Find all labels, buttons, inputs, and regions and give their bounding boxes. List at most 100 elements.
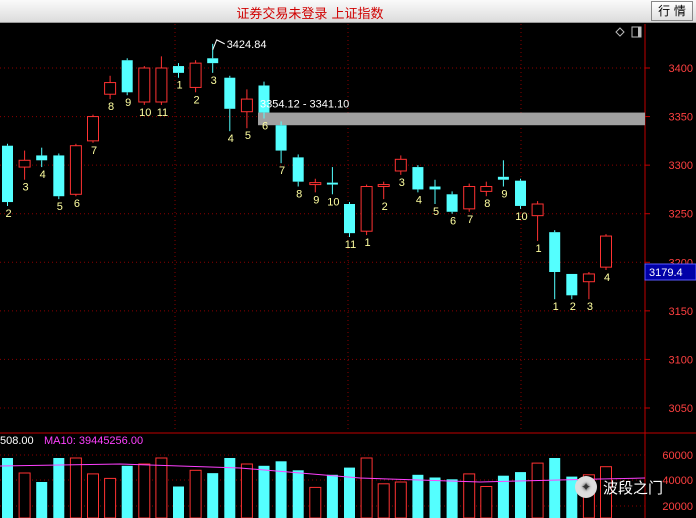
candle-down [275, 125, 287, 151]
candle-up [377, 184, 390, 188]
candle-count-label: 11 [157, 107, 168, 119]
candle-count-label: 9 [313, 194, 319, 206]
high-pointer [212, 39, 225, 51]
y-tick-label: 3350 [669, 112, 693, 124]
candle-up [189, 62, 202, 88]
candle-count-label: 1 [176, 80, 182, 92]
volume-bar-up [309, 486, 322, 518]
candle-up [69, 145, 82, 195]
candle-count-label: 10 [327, 196, 339, 208]
candle-up [360, 186, 373, 232]
candle-up [480, 186, 493, 192]
candle-up [309, 182, 322, 186]
watermark: ✦ 波段之门 [575, 474, 663, 500]
candle-up [582, 273, 595, 283]
volume-bar-down [53, 458, 65, 518]
candle-down [446, 194, 458, 212]
volume-bar-down [344, 467, 355, 518]
candle-count-label: 1 [536, 243, 542, 255]
candle-count-label: 4 [228, 133, 234, 145]
volume-bar-up [600, 466, 612, 518]
volume-bar-up [104, 477, 117, 518]
candle-count-label: 5 [433, 206, 439, 218]
volume-panel: 60000 40000 20000 [0, 450, 693, 518]
candle-up [104, 82, 117, 95]
chart-annotations: 3424.84 3354.12 - 3341.10 [212, 39, 349, 111]
volume-bar-up [18, 472, 31, 518]
volume-bar-down [515, 472, 526, 518]
volume-bar-up [189, 469, 202, 518]
volume-bar-down [412, 474, 424, 518]
volume-bar-down [326, 474, 338, 518]
current-price-label: 3179.4 [649, 267, 683, 279]
y-tick-label: 3300 [669, 160, 693, 172]
candle-count-label: 3 [399, 177, 405, 189]
candle-up [463, 186, 476, 210]
candle-count-label: 9 [501, 189, 507, 201]
candle-up [87, 116, 99, 142]
candle-count-label: 2 [194, 94, 200, 106]
candle-count-label: 11 [345, 239, 356, 251]
candle-down [207, 58, 219, 64]
quote-button[interactable]: 行 情 [651, 1, 693, 21]
y-tick-label: 3100 [669, 354, 693, 366]
candle-count-label: 9 [125, 97, 131, 109]
diamond-icon[interactable] [615, 27, 625, 37]
watermark-text: 波段之门 [603, 478, 664, 497]
candle-count-label: 4 [40, 169, 46, 181]
candle-down [258, 85, 270, 113]
volume-bar-up [360, 457, 373, 518]
volume-bar-down [258, 465, 270, 518]
gap-label: 3354.12 - 3341.10 [260, 99, 349, 111]
candle-count-label: 6 [262, 121, 268, 133]
volume-bar-down [173, 486, 184, 518]
candle-count-label: 7 [91, 145, 97, 157]
candle-down [224, 77, 236, 109]
ma10-label: MA10: 39445256.00 [44, 435, 143, 447]
candle-count-label: 7 [279, 165, 285, 177]
volume-label: 508.00 [0, 435, 34, 447]
candle-count-label: 1 [365, 237, 371, 249]
volume-bar-down [549, 458, 561, 518]
candle-up [240, 98, 253, 113]
candle-down [121, 60, 133, 93]
volume-bar-up [240, 463, 253, 518]
volume-bar-up [463, 473, 476, 518]
candle-down [412, 167, 424, 190]
candle-up [531, 203, 544, 217]
candle-count-label: 4 [416, 194, 422, 206]
ma10-line [0, 463, 646, 483]
candle-count-label: 6 [74, 198, 80, 210]
volume-tick-label: 60000 [662, 450, 693, 462]
volume-bar-up [480, 486, 493, 518]
page-title: 证券交易未登录 上证指数 [236, 7, 384, 22]
wechat-icon: ✦ [575, 476, 597, 498]
volume-bar-up [155, 457, 168, 518]
panel-controls[interactable] [615, 26, 642, 38]
high-label: 3424.84 [227, 39, 267, 51]
candle-count-label: 6 [450, 216, 456, 228]
candle-count-label: 2 [382, 201, 388, 213]
volume-tick-label: 40000 [662, 475, 693, 487]
candle-count-label: 3 [587, 301, 593, 313]
candle-count-label: 4 [604, 272, 610, 284]
candle-up [155, 67, 168, 103]
candle-count-label: 2 [5, 208, 11, 220]
candle-down [53, 155, 65, 197]
candle-up [138, 67, 151, 103]
volume-bar-down [207, 473, 219, 518]
candle-count-label: 1 [553, 301, 559, 313]
candle-down [2, 145, 13, 203]
scrollbar-track[interactable] [638, 27, 641, 37]
candle-count-label: 2 [570, 301, 576, 313]
candle-count-label: 3 [23, 182, 29, 194]
candle-down [292, 157, 304, 182]
candle-down [173, 66, 184, 73]
candle-down [497, 176, 509, 180]
candle-down [566, 273, 578, 296]
candle-count-label: 10 [515, 211, 527, 223]
candle-down [326, 182, 338, 185]
volume-bar-down [446, 479, 458, 518]
